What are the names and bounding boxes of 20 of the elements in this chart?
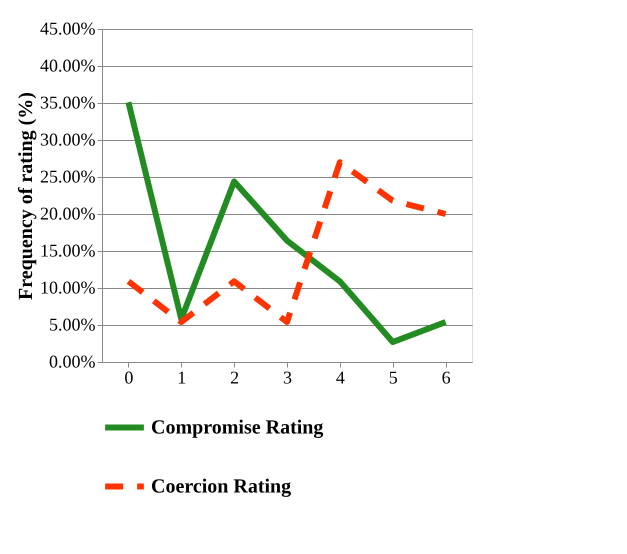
x-tick-label: 1 (177, 368, 186, 388)
x-tick-label: 6 (442, 368, 451, 388)
y-tick-label: 35.00% (40, 92, 96, 112)
y-tick-label: 10.00% (40, 278, 96, 298)
x-tick-label: 3 (283, 368, 292, 388)
y-axis-title: Frequency of rating (%) (15, 92, 38, 300)
y-tick-label: 40.00% (40, 56, 96, 76)
y-tick-label: 25.00% (40, 166, 96, 186)
x-tick-label: 4 (336, 368, 345, 388)
legend-label: Compromise Rating (151, 416, 324, 438)
x-tick-label: 0 (124, 368, 134, 388)
y-tick-label: 15.00% (40, 240, 96, 260)
y-tick-label: 30.00% (40, 130, 96, 150)
x-tick-label: 5 (388, 368, 398, 388)
y-tick-label: 20.00% (40, 204, 96, 224)
y-tick-label: 45.00% (40, 18, 96, 38)
y-tick-label: 0.00% (49, 352, 96, 372)
y-tick-label: 5.00% (49, 314, 96, 334)
legend-label: Coercion Rating (151, 476, 292, 498)
x-tick-label: 2 (230, 368, 240, 388)
